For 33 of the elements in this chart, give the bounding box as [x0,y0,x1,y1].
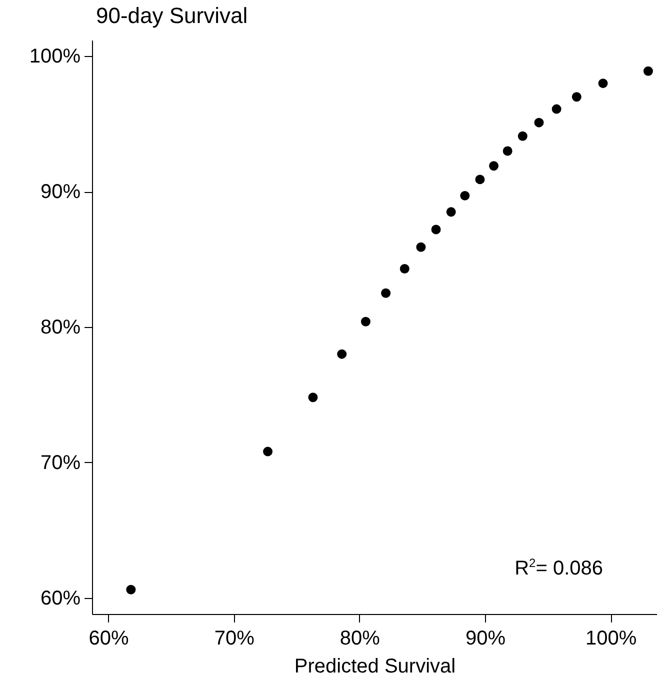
point [489,161,499,171]
point [126,584,136,594]
y-tick-label: 90% [40,181,81,204]
x-tick-label: 90% [465,628,506,650]
y-tick-label: 60% [40,587,81,610]
point [534,118,544,128]
point [446,207,456,217]
point [381,288,391,298]
point [475,174,485,184]
x-tick-label: 60% [88,628,130,650]
point [502,146,512,156]
chart-title: 90-day Survival [96,3,248,28]
x-tick-label: 70% [214,628,255,650]
y-tick-label: 70% [40,452,81,474]
y-tick-label: 100% [29,46,81,68]
point [552,104,562,114]
y-tick-label: 80% [40,316,81,338]
annotation: R$^{2}$= 0.086 [514,556,603,581]
point [431,224,441,234]
point [263,446,273,456]
point [337,349,347,359]
point [518,131,528,141]
point [400,264,410,274]
point [460,190,470,200]
point [308,392,318,402]
point [598,78,608,88]
point [572,92,582,102]
x-axis-title: Predicted Survival [294,656,456,678]
point [643,66,653,76]
point [416,242,426,252]
x-tick-label: 80% [340,628,380,650]
point [360,316,370,326]
x-tick-label: 100% [585,628,637,650]
